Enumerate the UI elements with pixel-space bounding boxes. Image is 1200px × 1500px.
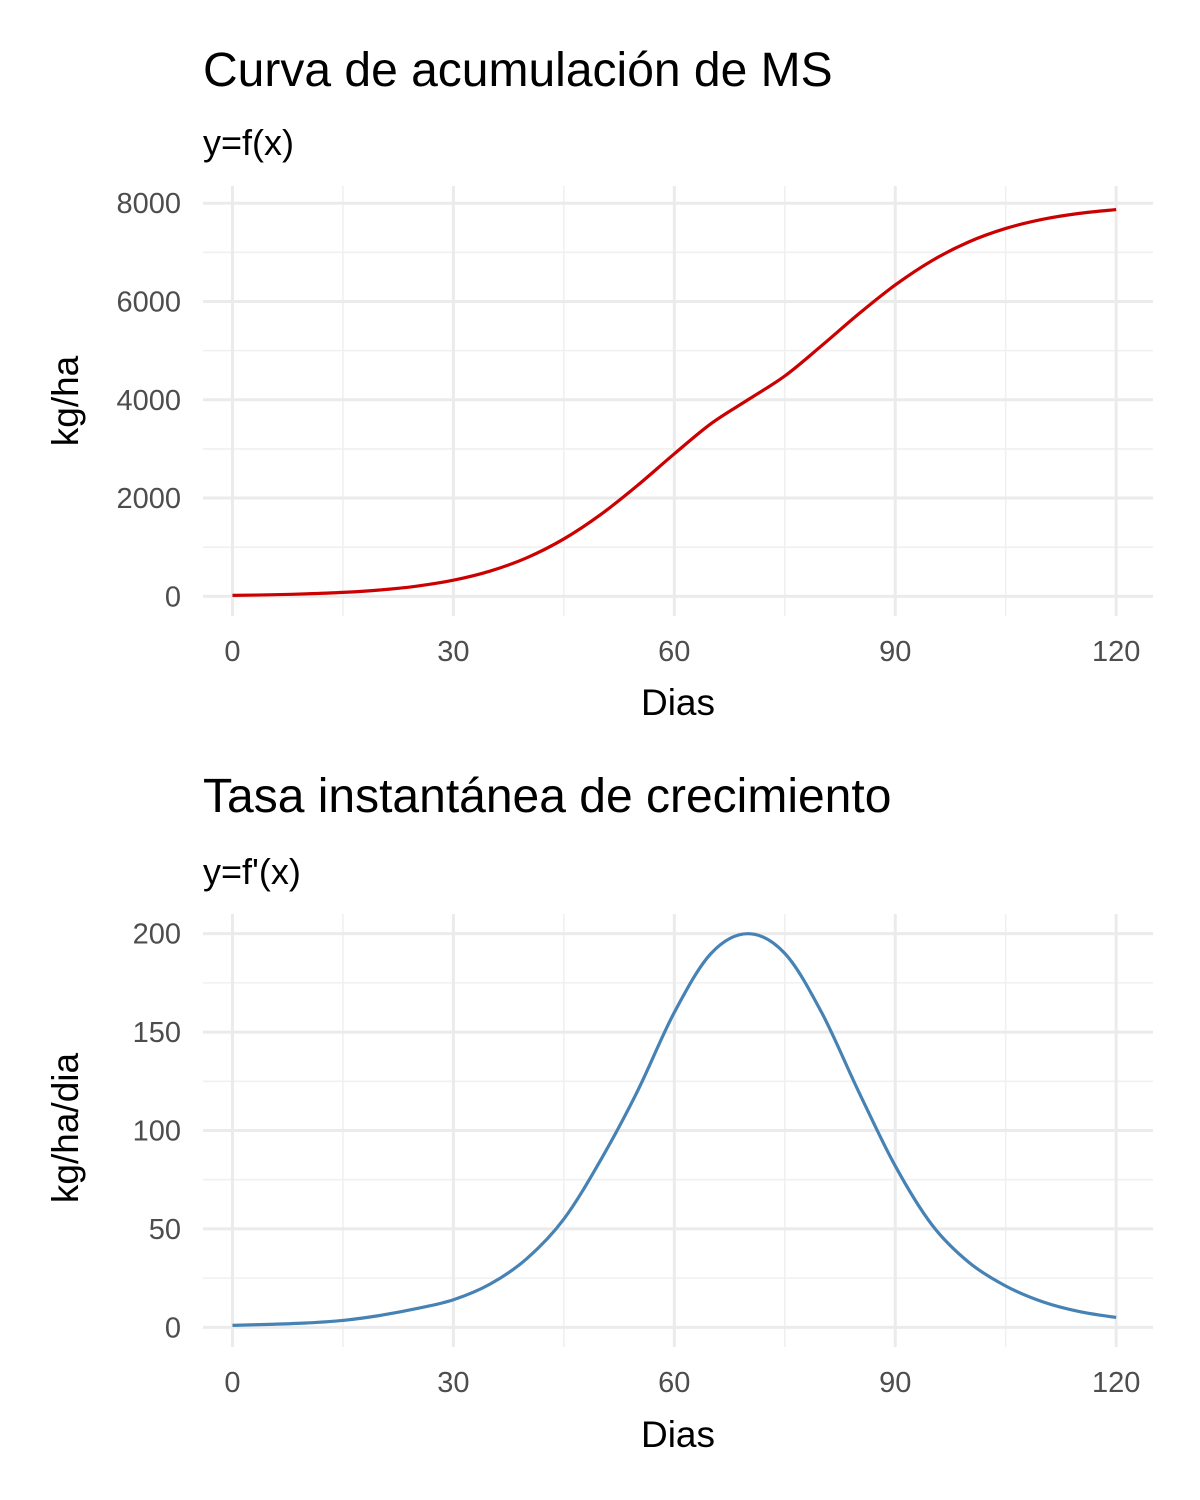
y-tick-label: 6000 — [116, 286, 181, 318]
x-tick-label: 90 — [879, 636, 911, 668]
x-tick-label: 90 — [879, 1367, 911, 1399]
chart-subtitle: y=f(x) — [203, 122, 294, 163]
chart-title: Tasa instantánea de crecimiento — [203, 770, 891, 823]
y-tick-label: 8000 — [116, 188, 181, 220]
y-tick-label: 0 — [165, 581, 181, 613]
chart-panel-accumulation: Curva de acumulación de MS y=f(x) 0 30 60 9… — [45, 44, 1153, 723]
y-axis-label: kg/ha — [45, 355, 86, 446]
series-line — [232, 932, 1117, 1327]
y-tick-label: 0 — [165, 1312, 181, 1344]
axis-ticks: 0 30 60 90 120 0 50 100 150 200 — [133, 919, 1141, 1399]
chart-subtitle: y=f'(x) — [203, 851, 301, 892]
series-line — [232, 207, 1117, 598]
x-tick-label: 60 — [658, 636, 690, 668]
y-tick-label: 100 — [133, 1116, 181, 1148]
y-tick-label: 150 — [133, 1017, 181, 1049]
x-tick-label: 0 — [224, 1367, 240, 1399]
x-tick-label: 0 — [224, 636, 240, 668]
y-axis-label: kg/ha/dia — [45, 1052, 86, 1203]
x-axis-label: Dias — [641, 682, 715, 723]
x-tick-label: 60 — [658, 1367, 690, 1399]
chart-title: Curva de acumulación de MS — [203, 44, 833, 97]
x-axis-label: Dias — [641, 1414, 715, 1455]
series-line-path — [232, 207, 1117, 598]
series-line-path — [232, 932, 1117, 1327]
chart-panel-growth-rate: Tasa instantánea de crecimiento y=f'(x) … — [45, 770, 1153, 1455]
axis-ticks: 0 30 60 90 120 0 2000 4000 6000 8000 — [116, 188, 1140, 668]
plot-grid — [203, 914, 1153, 1347]
x-tick-label: 30 — [437, 636, 469, 668]
x-tick-label: 30 — [437, 1367, 469, 1399]
y-tick-label: 200 — [133, 919, 181, 951]
y-tick-label: 4000 — [116, 385, 181, 417]
x-tick-label: 120 — [1092, 1367, 1140, 1399]
x-tick-label: 120 — [1092, 636, 1140, 668]
plot-grid — [203, 186, 1153, 616]
y-tick-label: 2000 — [116, 483, 181, 515]
y-tick-label: 50 — [149, 1214, 181, 1246]
